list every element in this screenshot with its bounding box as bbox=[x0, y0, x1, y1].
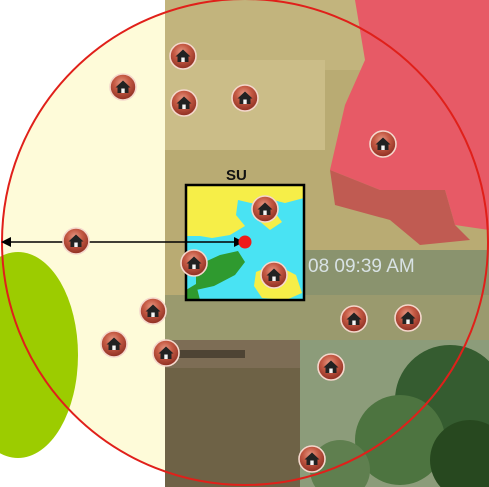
house-icon bbox=[317, 353, 345, 381]
house-icon bbox=[260, 261, 288, 289]
green-blob bbox=[0, 252, 78, 458]
house-icon bbox=[169, 42, 197, 70]
house-icon bbox=[109, 73, 137, 101]
house-icon bbox=[394, 304, 422, 332]
house-icon bbox=[251, 195, 279, 223]
house-icon bbox=[340, 305, 368, 333]
su-label: SU bbox=[226, 167, 247, 184]
house-icon bbox=[62, 227, 90, 255]
house-icon bbox=[231, 84, 259, 112]
house-icon bbox=[170, 89, 198, 117]
house-icon bbox=[152, 339, 180, 367]
house-icon bbox=[100, 330, 128, 358]
house-icon bbox=[180, 249, 208, 277]
photo-backdrop bbox=[165, 0, 489, 487]
house-icon bbox=[369, 130, 397, 158]
photo-timestamp: 08 09:39 AM bbox=[308, 256, 415, 277]
center-point bbox=[238, 235, 252, 249]
house-icon bbox=[298, 445, 326, 473]
house-icon bbox=[139, 297, 167, 325]
